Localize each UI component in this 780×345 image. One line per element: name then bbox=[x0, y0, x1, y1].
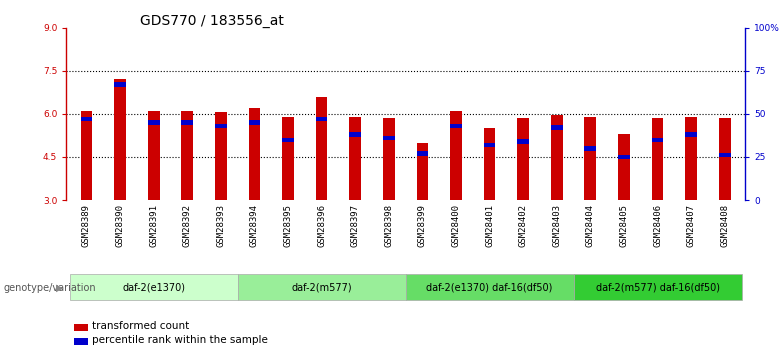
Text: GSM28401: GSM28401 bbox=[485, 204, 494, 247]
Text: GSM28392: GSM28392 bbox=[183, 204, 192, 247]
Bar bbox=[651, 138, 664, 142]
Bar bbox=[80, 117, 92, 121]
Bar bbox=[484, 143, 495, 147]
Text: GSM28405: GSM28405 bbox=[619, 204, 629, 247]
Bar bbox=[686, 132, 697, 137]
Bar bbox=[551, 126, 562, 130]
Bar bbox=[618, 155, 629, 159]
Text: percentile rank within the sample: percentile rank within the sample bbox=[92, 335, 268, 345]
Text: daf-2(e1370): daf-2(e1370) bbox=[122, 282, 185, 292]
Bar bbox=[80, 111, 92, 200]
Text: GSM28403: GSM28403 bbox=[552, 204, 562, 247]
Text: GSM28407: GSM28407 bbox=[686, 204, 696, 247]
Text: GSM28390: GSM28390 bbox=[115, 204, 125, 247]
Bar bbox=[584, 117, 596, 200]
Bar bbox=[182, 111, 193, 200]
Bar bbox=[686, 117, 697, 200]
Bar bbox=[349, 117, 361, 200]
Text: GSM28408: GSM28408 bbox=[720, 204, 729, 247]
Text: transformed count: transformed count bbox=[92, 321, 190, 331]
Bar bbox=[249, 120, 261, 125]
Bar bbox=[349, 132, 361, 137]
Text: daf-2(m577) daf-16(df50): daf-2(m577) daf-16(df50) bbox=[596, 282, 720, 292]
Bar bbox=[484, 128, 495, 200]
Bar bbox=[383, 118, 395, 200]
Bar bbox=[215, 112, 227, 200]
Text: GSM28400: GSM28400 bbox=[452, 204, 460, 247]
Bar bbox=[282, 117, 294, 200]
Text: GSM28399: GSM28399 bbox=[418, 204, 427, 247]
Text: GSM28397: GSM28397 bbox=[351, 204, 360, 247]
Text: GSM28395: GSM28395 bbox=[283, 204, 292, 247]
Bar bbox=[719, 153, 731, 157]
Bar bbox=[114, 79, 126, 200]
Bar bbox=[147, 111, 160, 200]
Bar bbox=[383, 136, 395, 140]
Text: ▶: ▶ bbox=[56, 283, 64, 293]
Text: GSM28398: GSM28398 bbox=[385, 204, 393, 247]
Text: GDS770 / 183556_at: GDS770 / 183556_at bbox=[140, 14, 284, 28]
Bar bbox=[450, 124, 462, 128]
Bar bbox=[69, 274, 238, 300]
Bar bbox=[719, 118, 731, 200]
Text: GSM28394: GSM28394 bbox=[250, 204, 259, 247]
Text: GSM28406: GSM28406 bbox=[653, 204, 662, 247]
Bar bbox=[215, 124, 227, 128]
Bar bbox=[517, 118, 529, 200]
Bar bbox=[651, 118, 664, 200]
Bar bbox=[249, 108, 261, 200]
Text: daf-2(e1370) daf-16(df50): daf-2(e1370) daf-16(df50) bbox=[427, 282, 553, 292]
Text: daf-2(m577): daf-2(m577) bbox=[291, 282, 352, 292]
Text: GSM28396: GSM28396 bbox=[317, 204, 326, 247]
Text: GSM28391: GSM28391 bbox=[149, 204, 158, 247]
Text: genotype/variation: genotype/variation bbox=[4, 283, 97, 293]
Bar bbox=[406, 274, 573, 300]
Bar bbox=[238, 274, 406, 300]
Text: GSM28393: GSM28393 bbox=[216, 204, 225, 247]
Bar bbox=[551, 115, 562, 200]
Bar bbox=[316, 117, 328, 121]
Bar bbox=[147, 120, 160, 125]
Bar bbox=[417, 142, 428, 200]
Bar bbox=[517, 139, 529, 144]
Text: GSM28402: GSM28402 bbox=[519, 204, 528, 247]
Text: GSM28404: GSM28404 bbox=[586, 204, 595, 247]
Bar bbox=[618, 134, 629, 200]
Text: GSM28389: GSM28389 bbox=[82, 204, 91, 247]
Bar bbox=[316, 97, 328, 200]
Bar bbox=[417, 151, 428, 156]
Bar bbox=[282, 138, 294, 142]
Bar bbox=[182, 120, 193, 125]
Bar bbox=[573, 274, 742, 300]
Bar bbox=[450, 111, 462, 200]
Bar bbox=[584, 146, 596, 150]
Bar bbox=[114, 82, 126, 87]
